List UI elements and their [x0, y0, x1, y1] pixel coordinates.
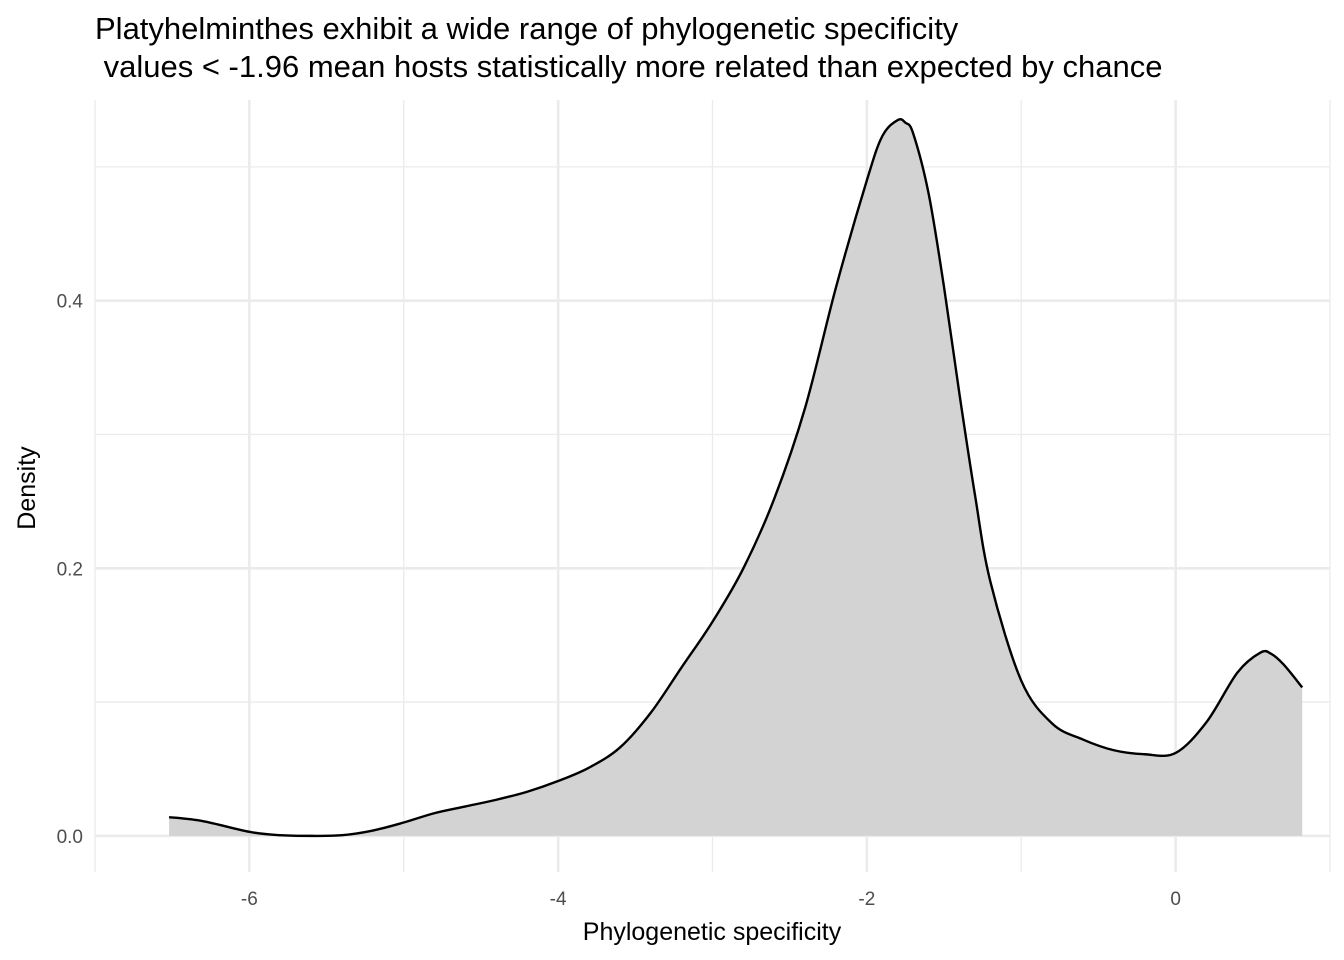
density-area-layer	[168, 118, 1304, 838]
x-axis-title: Phylogenetic specificity	[583, 918, 842, 946]
x-axis-tick-labels: -6 -4 -2 0	[241, 889, 1181, 910]
density-line	[168, 118, 1304, 838]
y-axis-title: Density	[13, 446, 41, 530]
x-tick-label: -6	[241, 889, 258, 910]
chart-title: Platyhelminthes exhibit a wide range of …	[95, 11, 959, 46]
y-tick-label: 0.2	[57, 559, 83, 580]
y-tick-label: 0.0	[57, 827, 83, 848]
y-axis-tick-labels: 0.0 0.2 0.4	[57, 292, 84, 848]
x-tick-label: 0	[1170, 889, 1181, 910]
y-tick-label: 0.4	[57, 292, 84, 313]
x-tick-label: -4	[550, 889, 567, 910]
density-area	[169, 119, 1303, 836]
chart-subtitle: values < -1.96 mean hosts statistically …	[95, 49, 1163, 84]
x-tick-label: -2	[858, 889, 875, 910]
